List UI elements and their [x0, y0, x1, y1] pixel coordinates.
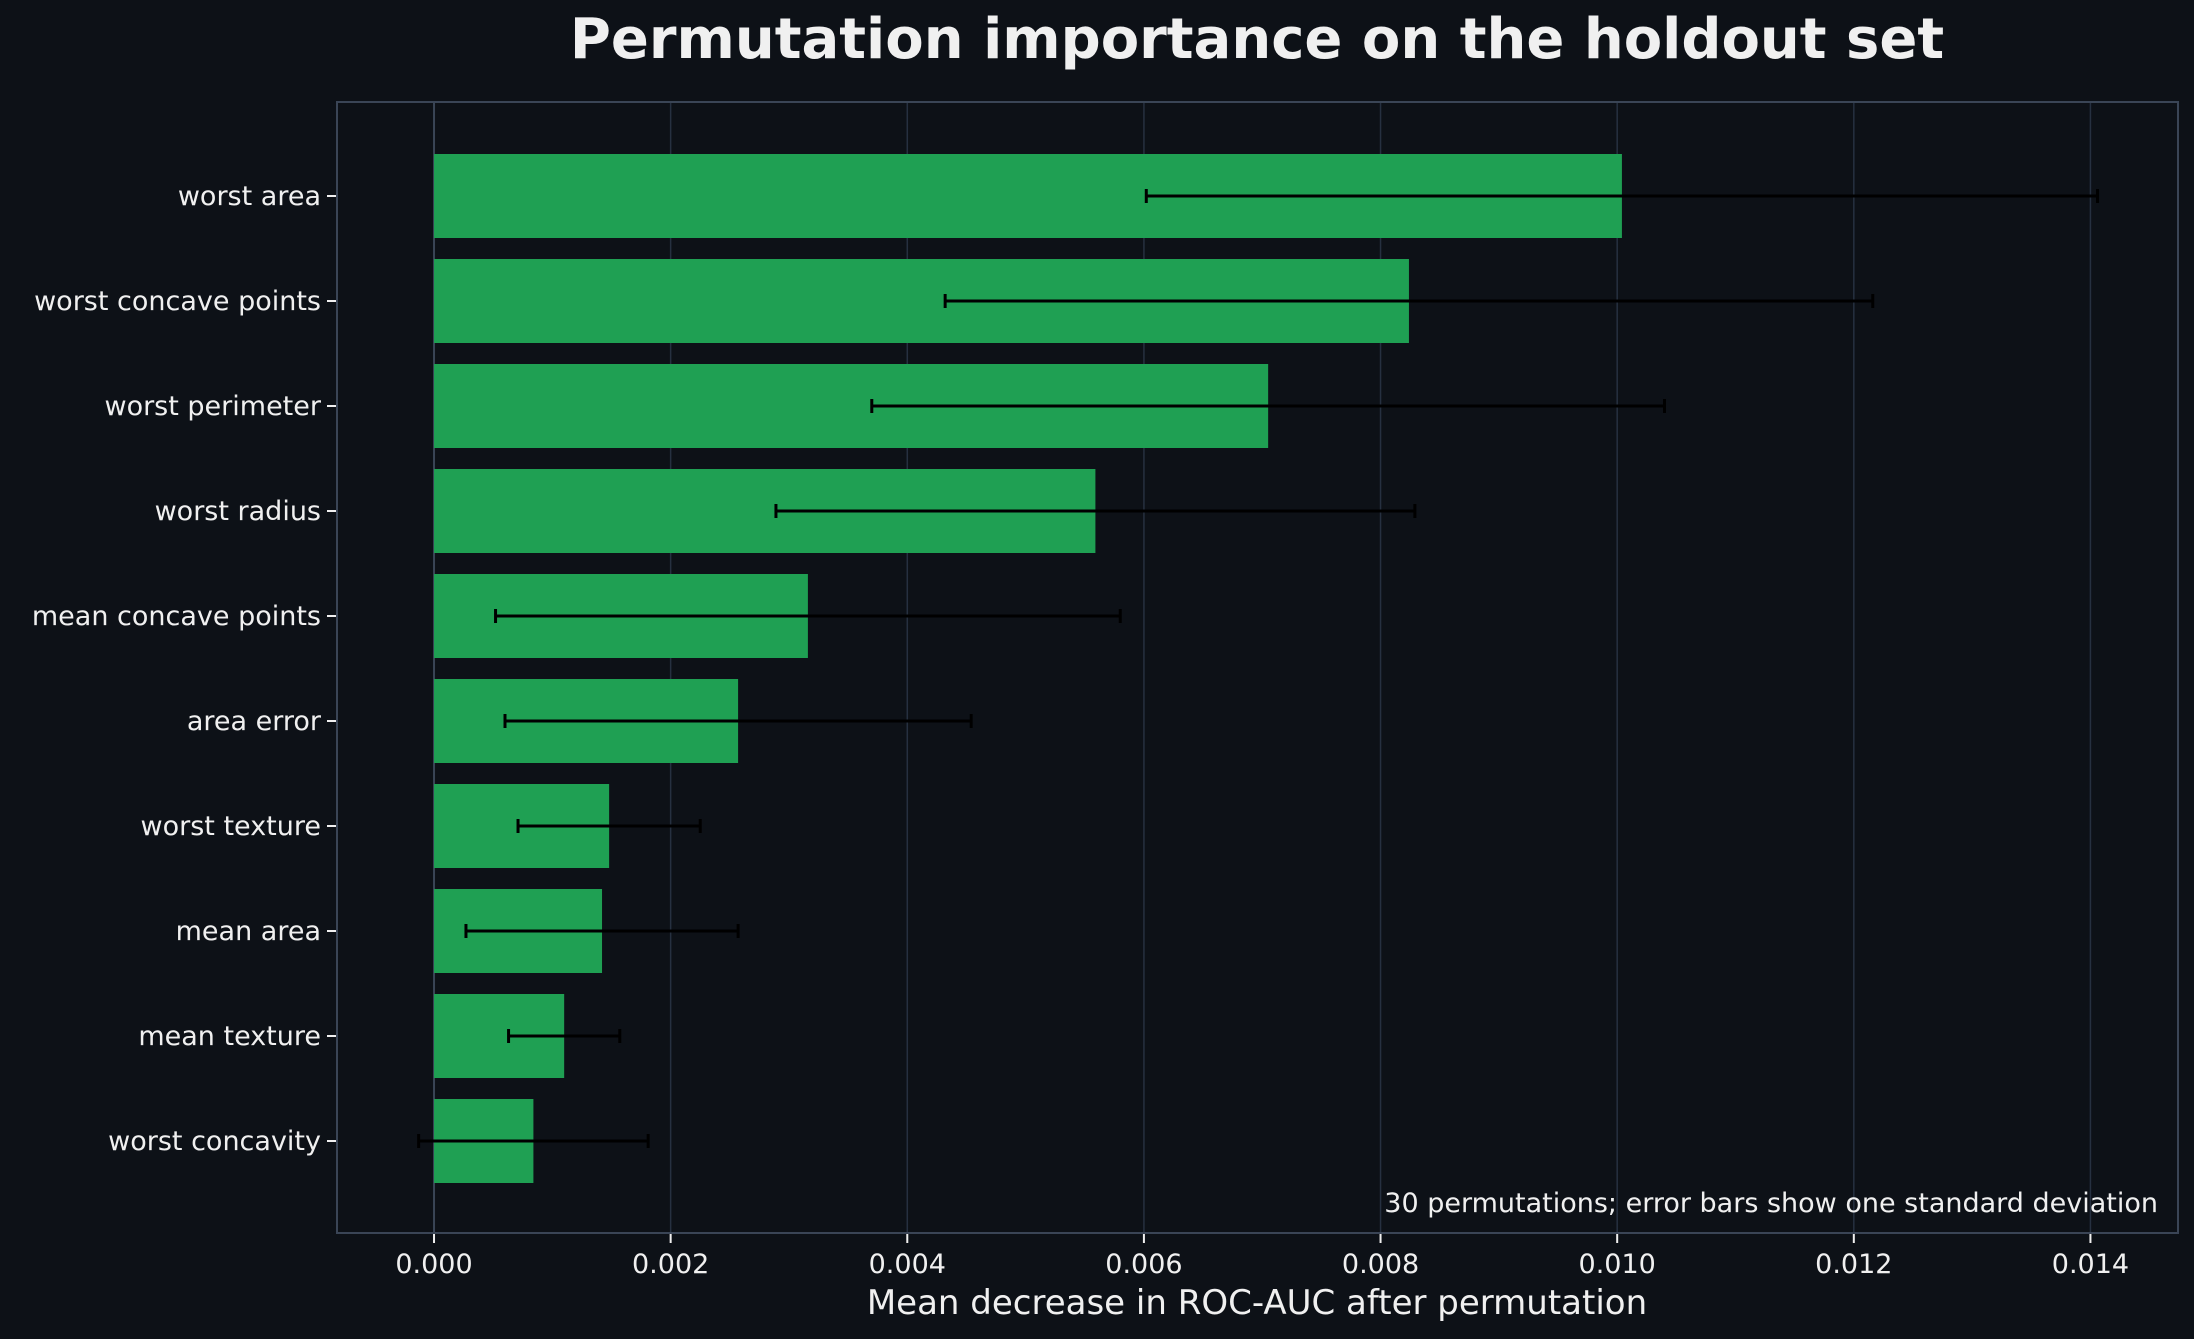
y-tick-label: mean concave points — [32, 601, 321, 632]
y-tick-label: area error — [187, 706, 322, 737]
y-tick-label: worst perimeter — [104, 391, 321, 422]
x-axis-label: Mean decrease in ROC-AUC after permutati… — [867, 1283, 1647, 1323]
y-tick-label: worst concavity — [108, 1126, 321, 1157]
x-tick-label: 0.000 — [395, 1249, 472, 1280]
y-tick-label: worst concave points — [34, 286, 321, 317]
x-tick-label: 0.004 — [869, 1249, 946, 1280]
x-tick-label: 0.010 — [1579, 1249, 1656, 1280]
x-tick-label: 0.008 — [1342, 1249, 1419, 1280]
plot-frame — [336, 101, 2179, 1234]
x-tick-label: 0.006 — [1105, 1249, 1182, 1280]
x-tick-label: 0.002 — [632, 1249, 709, 1280]
y-tick-label: worst texture — [141, 811, 321, 842]
y-tick-label: worst radius — [155, 496, 321, 527]
plot-area: worst area worst concave points worst peri… — [32, 101, 2179, 1280]
x-tick-label: 0.012 — [1815, 1249, 1892, 1280]
annotation-text: 30 permutations; error bars show one sta… — [1384, 1188, 2158, 1219]
y-tick-label: worst area — [178, 181, 321, 212]
x-tick-label: 0.014 — [2052, 1249, 2129, 1280]
y-tick-label: mean area — [176, 916, 321, 947]
y-tick-label: mean texture — [138, 1021, 321, 1052]
chart-title: Permutation importance on the holdout se… — [570, 7, 1944, 72]
